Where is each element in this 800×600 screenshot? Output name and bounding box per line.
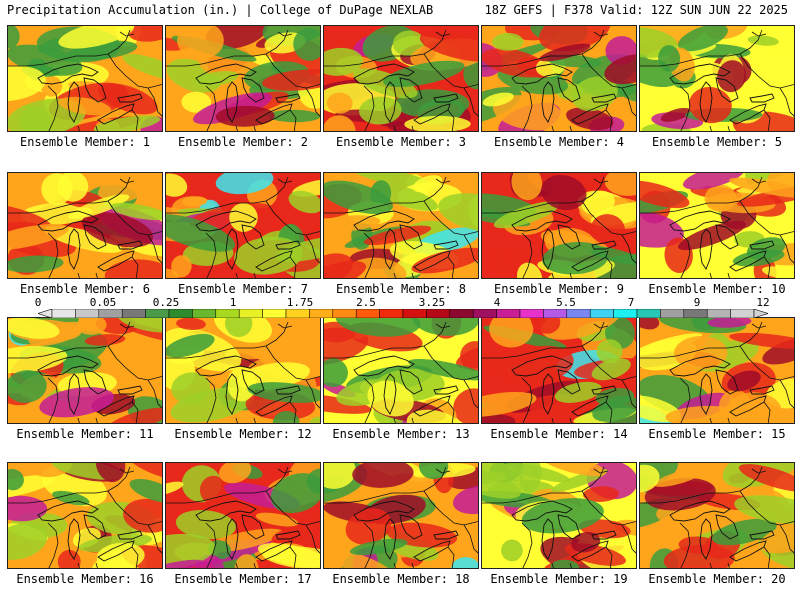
precip-map (639, 25, 795, 132)
precip-map (165, 172, 321, 279)
panel-caption: Ensemble Member: 8 (335, 282, 467, 296)
ensemble-member-panel: Ensemble Member: 10 (639, 172, 795, 296)
ensemble-member-panel: Ensemble Member: 14 (481, 317, 637, 441)
ensemble-member-panel: Ensemble Member: 7 (165, 172, 321, 296)
ensemble-member-panel: Ensemble Member: 6 (7, 172, 163, 296)
colorbar-tick-label: 0.25 (152, 296, 180, 309)
ensemble-member-panel: Ensemble Member: 3 (323, 25, 479, 149)
precip-map (639, 172, 795, 279)
ensemble-member-panel: Ensemble Member: 2 (165, 25, 321, 149)
precip-map (323, 172, 479, 279)
colorbar-tick-label: 2.5 (356, 296, 376, 309)
panel-caption: Ensemble Member: 18 (332, 572, 470, 586)
precip-map (7, 25, 163, 132)
colorbar-tick-label: 9 (693, 296, 701, 309)
colorbar-tick-label: 4 (493, 296, 501, 309)
colorbar-tick-label: 5.5 (556, 296, 576, 309)
ensemble-member-panel: Ensemble Member: 9 (481, 172, 637, 296)
ensemble-member-panel: Ensemble Member: 4 (481, 25, 637, 149)
panel-caption: Ensemble Member: 9 (493, 282, 625, 296)
panel-caption: Ensemble Member: 12 (174, 427, 312, 441)
precip-map (165, 462, 321, 569)
precip-map (7, 462, 163, 569)
ensemble-member-panel: Ensemble Member: 20 (639, 462, 795, 586)
colorbar-tick-label: 7 (627, 296, 635, 309)
precip-map (7, 172, 163, 279)
precip-map (481, 172, 637, 279)
colorbar-tick-label: 0 (34, 296, 42, 309)
panel-caption: Ensemble Member: 13 (332, 427, 470, 441)
precip-map (7, 317, 163, 424)
precip-map (481, 462, 637, 569)
ensemble-member-panel: Ensemble Member: 17 (165, 462, 321, 586)
model-run-label: 18Z GEFS | F378 Valid: 12Z SUN JUN 22 20… (484, 3, 788, 17)
ensemble-member-panel: Ensemble Member: 18 (323, 462, 479, 586)
map-title: Precipitation Accumulation (in.) | Colle… (7, 3, 434, 17)
panel-caption: Ensemble Member: 5 (651, 135, 783, 149)
panel-caption: Ensemble Member: 2 (177, 135, 309, 149)
ensemble-member-panel: Ensemble Member: 1 (7, 25, 163, 149)
panel-caption: Ensemble Member: 4 (493, 135, 625, 149)
ensemble-member-panel: Ensemble Member: 11 (7, 317, 163, 441)
panel-caption: Ensemble Member: 15 (648, 427, 786, 441)
panel-caption: Ensemble Member: 17 (174, 572, 312, 586)
precip-map (481, 317, 637, 424)
colorbar-tick-label: 1.75 (286, 296, 314, 309)
ensemble-member-panel: Ensemble Member: 13 (323, 317, 479, 441)
precip-map (323, 462, 479, 569)
precip-map (481, 25, 637, 132)
precip-map (639, 317, 795, 424)
ensemble-member-panel: Ensemble Member: 12 (165, 317, 321, 441)
panel-caption: Ensemble Member: 16 (16, 572, 154, 586)
colorbar-tick-label: 0.05 (89, 296, 117, 309)
panel-caption: Ensemble Member: 14 (490, 427, 628, 441)
panel-caption: Ensemble Member: 3 (335, 135, 467, 149)
ensemble-member-panel: Ensemble Member: 8 (323, 172, 479, 296)
precip-map (323, 317, 479, 424)
precip-map (165, 25, 321, 132)
panel-caption: Ensemble Member: 11 (16, 427, 154, 441)
panel-caption: Ensemble Member: 19 (490, 572, 628, 586)
ensemble-member-panel: Ensemble Member: 15 (639, 317, 795, 441)
precip-map (639, 462, 795, 569)
precip-map (323, 25, 479, 132)
panel-caption: Ensemble Member: 1 (19, 135, 151, 149)
colorbar-tick-label: 3.25 (418, 296, 446, 309)
colorbar (38, 309, 768, 318)
precip-map (165, 317, 321, 424)
ensemble-member-panel: Ensemble Member: 5 (639, 25, 795, 149)
colorbar-tick-label: 12 (756, 296, 770, 309)
ensemble-member-panel: Ensemble Member: 19 (481, 462, 637, 586)
panel-caption: Ensemble Member: 6 (19, 282, 151, 296)
panel-caption: Ensemble Member: 20 (648, 572, 786, 586)
ensemble-member-panel: Ensemble Member: 16 (7, 462, 163, 586)
panel-caption: Ensemble Member: 7 (177, 282, 309, 296)
panel-caption: Ensemble Member: 10 (648, 282, 786, 296)
colorbar-tick-label: 1 (229, 296, 237, 309)
